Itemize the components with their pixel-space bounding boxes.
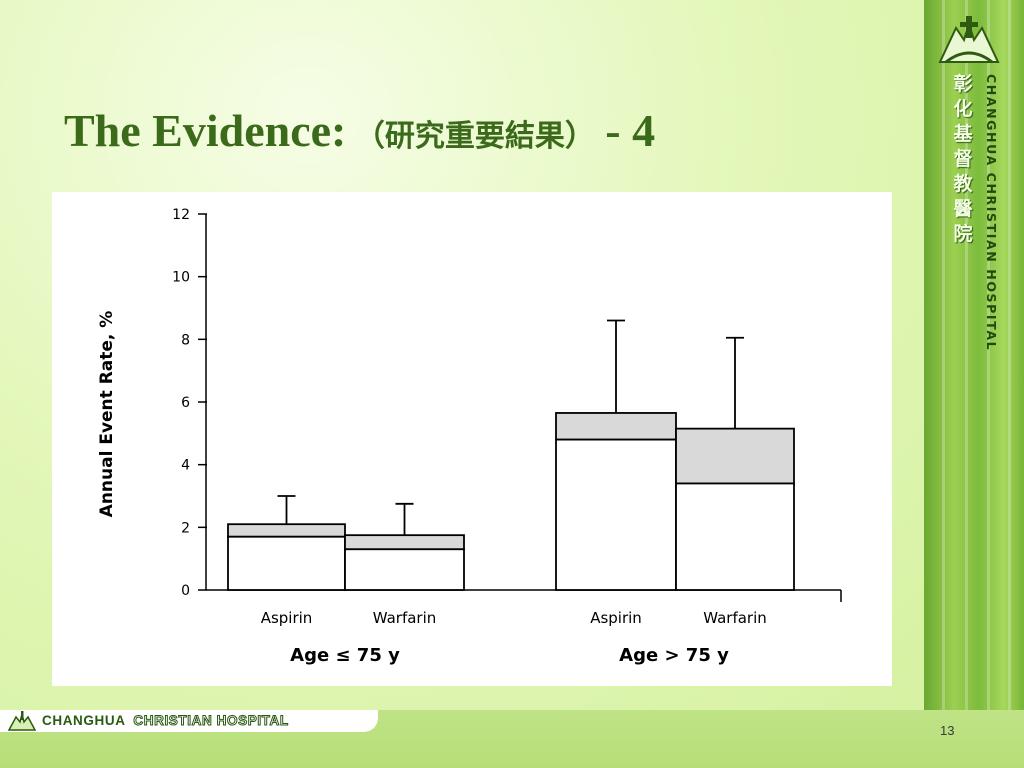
y-tick-label: 2 [181, 520, 190, 536]
footer-name-secondary: CHRISTIAN HOSPITAL [133, 713, 289, 729]
page-number: 13 [940, 723, 955, 738]
side-brand-band: 彰 化 基 督 教 醫 院 [924, 0, 1024, 710]
bar-lower-segment [675, 482, 795, 591]
bar-upper-segment [344, 534, 465, 551]
footer-hospital-name: CHANGHUA CHRISTIAN HOSPITAL [42, 713, 289, 729]
side-hospital-name-en: CHANGHUA CHRISTIAN HOSPITAL [984, 74, 999, 352]
bar-upper-segment [555, 412, 677, 441]
hospital-logo-icon [938, 16, 1000, 64]
bar-upper-segment [675, 427, 795, 485]
side-char: 院 [953, 223, 973, 245]
side-char: 彰 [953, 73, 973, 95]
title-english: The Evidence: [64, 105, 347, 156]
x-category-label: Aspirin [261, 609, 313, 627]
footer-name-primary: CHANGHUA [42, 713, 126, 728]
side-char: 化 [953, 98, 973, 120]
bar-lower-segment [555, 438, 677, 591]
x-group-label: Age ≤ 75 y [290, 645, 400, 666]
slide-title: The Evidence: （研究重要結果） - 4 [64, 104, 655, 157]
x-group-label: Age > 75 y [619, 645, 729, 666]
footer-brand-tab [0, 710, 378, 732]
title-number: - 4 [605, 105, 656, 156]
x-category-label: Aspirin [590, 609, 642, 627]
side-hospital-name-zh: 彰 化 基 督 教 醫 院 [948, 72, 978, 247]
title-chinese: （研究重要結果） [354, 119, 595, 154]
y-tick-label: 12 [172, 207, 190, 223]
bar-lower-segment [344, 548, 465, 591]
y-tick-label: 8 [181, 332, 190, 348]
bar-lower-segment [227, 535, 346, 591]
x-category-label: Warfarin [373, 609, 437, 627]
footer-logo-icon [8, 711, 36, 731]
side-char: 醫 [953, 198, 973, 220]
side-char: 督 [953, 148, 973, 170]
x-category-label: Warfarin [703, 609, 767, 627]
chart-panel: 0 2 4 6 8 10 12 Annual Event Rate, % Aspirin Warf… [52, 192, 892, 686]
y-tick-label: 4 [181, 458, 190, 474]
bar-upper-segment [227, 523, 346, 538]
y-tick-label: 0 [181, 583, 190, 599]
y-tick-label: 6 [181, 395, 190, 411]
y-axis-title: Annual Event Rate, % [97, 311, 117, 518]
y-tick-label: 10 [172, 270, 190, 286]
bar-chart: 0 2 4 6 8 10 12 Annual Event Rate, % Aspirin Warf… [97, 207, 842, 666]
side-char: 基 [953, 123, 973, 145]
side-char: 教 [953, 173, 973, 195]
